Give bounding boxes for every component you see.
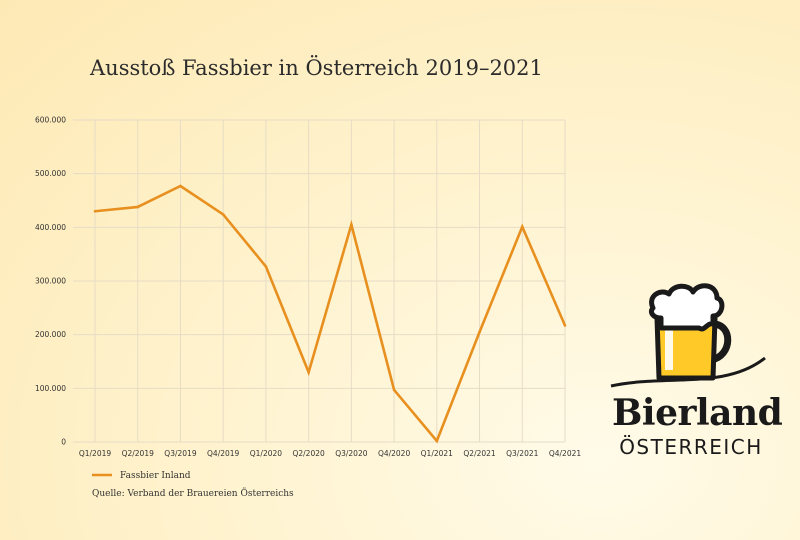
x-tick-label: Q1/2019 xyxy=(79,449,112,458)
logo-wordmark: Bierland xyxy=(612,392,783,434)
x-tick-label: Q2/2019 xyxy=(122,449,155,458)
legend-label: Fassbier Inland xyxy=(120,471,191,481)
data-point xyxy=(179,184,182,188)
data-point xyxy=(350,223,353,226)
x-tick-label: Q1/2021 xyxy=(421,449,454,458)
x-tick-label: Q2/2020 xyxy=(292,449,325,458)
source-note: Quelle: Verband der Brauereien Österreic… xyxy=(92,489,294,499)
x-tick-label: Q3/2021 xyxy=(506,449,539,458)
x-tick-label: Q4/2020 xyxy=(378,449,411,458)
data-point xyxy=(520,225,524,229)
data-point xyxy=(136,205,140,209)
x-axis: Q1/2019 Q2/2019 Q3/2019 Q4/2019 Q1/2020 Q2/20… xyxy=(79,449,582,458)
series-line xyxy=(94,184,567,444)
chart-title: Ausstoß Fassbier in Österreich 2019–2021 xyxy=(90,56,543,80)
series-layer xyxy=(93,184,567,444)
x-tick-label: Q4/2021 xyxy=(549,449,582,458)
chart-grid xyxy=(73,119,566,443)
data-point xyxy=(435,439,439,443)
y-tick-label: 300.000 xyxy=(35,277,66,286)
data-point xyxy=(221,213,225,216)
x-tick-label: Q2/2021 xyxy=(463,449,496,458)
y-tick-label: 500.000 xyxy=(35,169,66,178)
data-point xyxy=(392,388,396,392)
y-tick-label: 200.000 xyxy=(35,330,66,339)
data-point xyxy=(93,209,97,213)
legend: Fassbier Inland xyxy=(92,471,191,481)
x-tick-label: Q3/2019 xyxy=(164,449,197,458)
data-point xyxy=(478,330,481,334)
data-point xyxy=(307,370,310,374)
data-point xyxy=(563,324,567,327)
y-tick-label: 400.000 xyxy=(35,223,66,232)
logo-subtitle: ÖSTERREICH xyxy=(619,435,763,459)
x-tick-label: Q1/2020 xyxy=(250,449,283,458)
y-axis: 0 100.000 200.000 300.000 400.000 500.000 600.… xyxy=(35,116,66,447)
data-point xyxy=(264,265,268,268)
y-tick-label: 100.000 xyxy=(35,384,66,393)
x-tick-label: Q3/2020 xyxy=(335,449,368,458)
y-tick-label: 600.000 xyxy=(35,116,66,125)
beer-mug-logo xyxy=(610,283,766,388)
y-tick-label: 0 xyxy=(61,438,66,447)
x-tick-label: Q4/2019 xyxy=(207,449,240,458)
